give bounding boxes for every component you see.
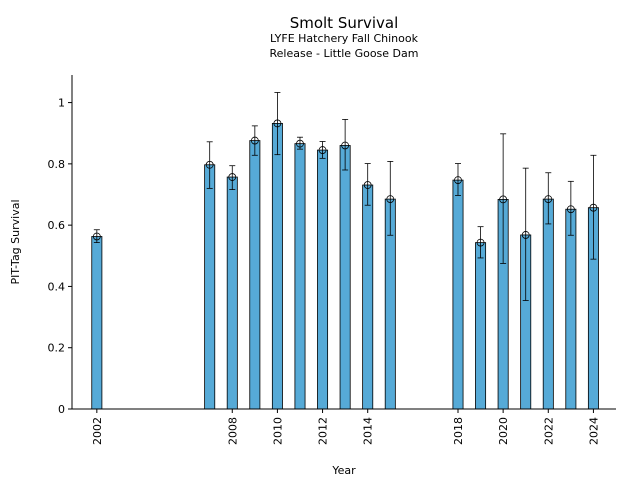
bar-group-2012 bbox=[317, 141, 329, 410]
bar-group-2013 bbox=[339, 119, 351, 410]
bar-group-2011 bbox=[294, 136, 306, 410]
bar-2007 bbox=[204, 164, 216, 410]
x-tick-label: 2014 bbox=[362, 417, 375, 445]
point-2010 bbox=[273, 119, 282, 128]
chart-title: Smolt Survival bbox=[290, 14, 399, 32]
bar-2018 bbox=[452, 179, 464, 410]
bar-2023 bbox=[565, 208, 577, 410]
bar-group-2023 bbox=[565, 180, 577, 410]
chart-subtitle-line-1: LYFE Hatchery Fall Chinook bbox=[270, 32, 419, 45]
bar-group-2010 bbox=[271, 92, 283, 410]
point-2022 bbox=[544, 195, 553, 204]
bar-2014 bbox=[362, 184, 374, 410]
point-2019 bbox=[476, 238, 485, 247]
bar-2009 bbox=[249, 140, 261, 410]
bar-2013 bbox=[339, 145, 351, 410]
chart-subtitle-line-2: Release - Little Goose Dam bbox=[270, 47, 419, 60]
bar-2002 bbox=[91, 236, 103, 410]
point-2012 bbox=[318, 146, 327, 154]
x-tick-label: 2018 bbox=[452, 417, 465, 445]
bar-2011 bbox=[294, 143, 306, 410]
x-tick-label: 2024 bbox=[587, 417, 600, 445]
point-2014 bbox=[363, 181, 372, 189]
x-tick-label: 2010 bbox=[271, 417, 284, 445]
bar-2019 bbox=[475, 242, 487, 410]
y-tick-label: 1 bbox=[58, 97, 65, 110]
point-2015 bbox=[386, 195, 395, 204]
bar-2022 bbox=[542, 198, 554, 410]
x-axis-ticks: 2002 2008 2010 2012 2014 2018 2020 2022 2024 bbox=[91, 409, 600, 445]
point-2009 bbox=[250, 136, 259, 145]
point-2020 bbox=[499, 195, 508, 204]
bar-group-2015 bbox=[384, 161, 396, 410]
y-tick-label: 0.4 bbox=[48, 280, 66, 293]
bar-group-2018 bbox=[452, 163, 464, 410]
x-tick-label: 2020 bbox=[497, 417, 510, 445]
bar-group-2019 bbox=[475, 226, 487, 410]
point-2002 bbox=[92, 232, 101, 241]
x-tick-label: 2012 bbox=[317, 417, 330, 445]
point-2007 bbox=[205, 160, 214, 169]
bar-group-2009 bbox=[249, 125, 261, 410]
x-tick-label: 2002 bbox=[91, 417, 104, 445]
point-2021 bbox=[521, 231, 530, 239]
y-tick-label: 0 bbox=[58, 403, 65, 416]
bar-group-2014 bbox=[362, 163, 374, 410]
bar-group-2022 bbox=[542, 172, 554, 410]
x-axis-label: Year bbox=[331, 464, 356, 477]
bar-group-2024 bbox=[587, 154, 599, 410]
y-tick-label: 0.6 bbox=[48, 219, 66, 232]
bar-group-2002 bbox=[91, 229, 103, 410]
point-2018 bbox=[454, 176, 462, 185]
plot-area bbox=[91, 92, 599, 410]
x-tick-label: 2022 bbox=[542, 417, 555, 445]
point-2024 bbox=[589, 203, 598, 212]
point-2023 bbox=[566, 205, 575, 214]
y-axis-ticks: 0 0.2 0.4 0.6 0.8 1 bbox=[48, 97, 72, 416]
point-2013 bbox=[341, 141, 350, 150]
y-tick-label: 0.2 bbox=[48, 342, 66, 355]
bar-2012 bbox=[317, 149, 329, 410]
bar-2010 bbox=[271, 123, 283, 410]
point-2008 bbox=[228, 173, 237, 181]
bar-group-2020 bbox=[497, 133, 509, 410]
y-axis-label: PIT-Tag Survival bbox=[9, 199, 22, 284]
point-2011 bbox=[296, 139, 304, 148]
bar-group-2021 bbox=[520, 167, 532, 410]
bar-2008 bbox=[226, 176, 238, 410]
bar-group-2007 bbox=[204, 141, 216, 410]
y-tick-label: 0.8 bbox=[48, 158, 66, 171]
bar-group-2008 bbox=[226, 165, 238, 410]
x-tick-label: 2008 bbox=[226, 417, 239, 445]
